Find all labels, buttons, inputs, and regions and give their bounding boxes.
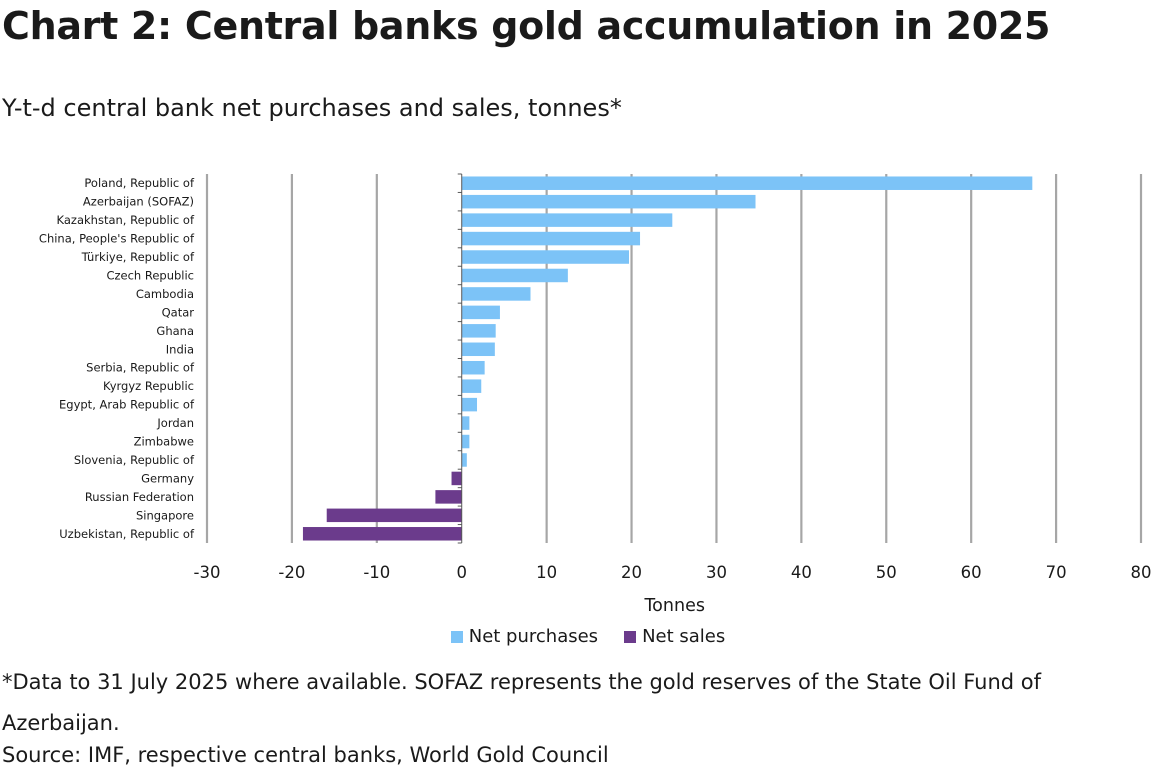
x-axis-title: Tonnes xyxy=(643,596,705,616)
bar-net-purchases-7 xyxy=(461,305,500,320)
category-label-7: Qatar xyxy=(162,305,195,319)
legend-item-net-purchases: Net purchases xyxy=(450,626,599,647)
category-label-15: Slovenia, Republic of xyxy=(74,453,195,467)
category-label-2: Kazakhstan, Republic of xyxy=(57,213,195,227)
bar-net-purchases-3 xyxy=(461,231,641,246)
category-label-18: Singapore xyxy=(136,508,194,522)
bar-net-purchases-15 xyxy=(461,453,467,467)
chart-source: Source: IMF, respective central banks, W… xyxy=(2,743,609,767)
bar-net-sales-19 xyxy=(302,527,462,541)
chart-subtitle: Y-t-d central bank net purchases and sal… xyxy=(2,94,622,122)
legend-label-net-purchases: Net purchases xyxy=(468,626,599,647)
bar-net-sales-16 xyxy=(451,471,462,486)
bar-net-purchases-8 xyxy=(461,324,496,338)
category-label-13: Jordan xyxy=(156,416,194,430)
category-label-6: Cambodia xyxy=(136,287,194,301)
chart-footnote: *Data to 31 July 2025 where available. S… xyxy=(2,670,1042,735)
bar-net-purchases-5 xyxy=(461,268,568,283)
category-label-16: Germany xyxy=(141,471,194,485)
bar-net-purchases-2 xyxy=(461,213,673,227)
chart-legend: Net purchases Net sales xyxy=(0,626,1156,647)
category-label-19: Uzbekistan, Republic of xyxy=(59,527,195,541)
category-label-11: Kyrgyz Republic xyxy=(103,379,194,393)
legend-label-net-sales: Net sales xyxy=(642,626,726,647)
category-label-17: Russian Federation xyxy=(85,490,194,504)
bar-net-purchases-4 xyxy=(461,250,629,264)
bar-chart: Poland, Republic of Azerbaijan (SOFAZ) Kaz… xyxy=(39,173,1152,616)
bar-net-purchases-12 xyxy=(461,397,478,412)
category-label-14: Zimbabwe xyxy=(134,435,194,449)
bar-net-sales-18 xyxy=(326,508,462,523)
bar-net-purchases-14 xyxy=(461,434,470,449)
category-label-8: Ghana xyxy=(156,324,194,338)
x-tick-label-11: 80 xyxy=(1131,563,1152,582)
x-tick-label-3: 0 xyxy=(456,563,467,582)
bar-net-purchases-10 xyxy=(461,360,485,375)
x-tick-label-1: -20 xyxy=(278,563,305,582)
bar-net-purchases-9 xyxy=(461,342,495,357)
x-tick-label-7: 40 xyxy=(791,563,812,582)
bar-net-sales-17 xyxy=(435,490,462,504)
x-tick-label-5: 20 xyxy=(621,563,642,582)
bar-net-purchases-11 xyxy=(461,379,482,393)
chart-title: Chart 2: Central banks gold accumulation… xyxy=(2,4,1051,48)
bar-net-purchases-13 xyxy=(461,416,470,430)
category-label-4: Türkiye, Republic of xyxy=(81,250,195,264)
x-tick-label-8: 50 xyxy=(876,563,897,582)
x-tick-label-4: 10 xyxy=(536,563,557,582)
x-tick-label-0: -30 xyxy=(194,563,221,582)
legend-item-net-sales: Net sales xyxy=(624,626,725,647)
category-label-9: India xyxy=(166,342,194,356)
legend-swatch-net-sales xyxy=(624,630,637,643)
x-tick-label-10: 70 xyxy=(1046,563,1067,582)
category-label-12: Egypt, Arab Republic of xyxy=(59,398,195,412)
bar-net-purchases-0 xyxy=(461,176,1033,190)
category-label-10: Serbia, Republic of xyxy=(86,361,195,375)
category-label-5: Czech Republic xyxy=(106,268,194,282)
x-tick-label-6: 30 xyxy=(706,563,727,582)
category-label-3: China, People's Republic of xyxy=(39,232,195,246)
category-label-1: Azerbaijan (SOFAZ) xyxy=(83,195,194,209)
bar-net-purchases-6 xyxy=(461,287,531,301)
legend-swatch-net-purchases xyxy=(450,630,463,643)
category-label-0: Poland, Republic of xyxy=(84,176,195,190)
x-tick-label-2: -10 xyxy=(363,563,390,582)
x-tick-label-9: 60 xyxy=(961,563,982,582)
bar-net-purchases-1 xyxy=(461,194,756,209)
